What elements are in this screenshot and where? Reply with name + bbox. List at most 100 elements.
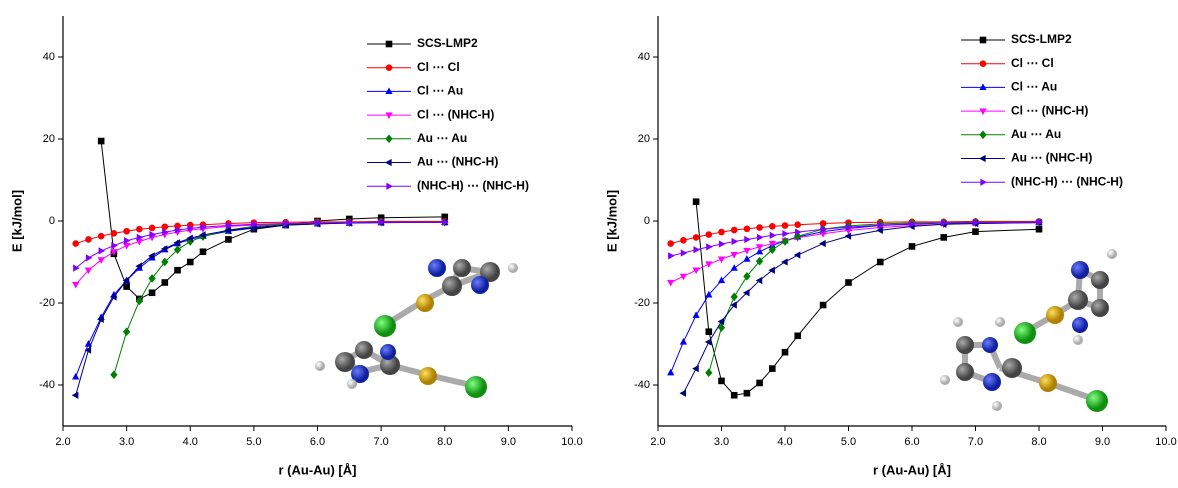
data-point: [782, 230, 789, 237]
data-point: [679, 390, 686, 397]
data-point: [731, 293, 738, 302]
legend-marker: [979, 108, 986, 115]
data-point: [940, 234, 947, 241]
data-point: [72, 392, 79, 399]
legend-label: Au ⋯ Au: [1011, 127, 1061, 141]
y-tick-label: 20: [638, 133, 650, 145]
data-point: [782, 349, 789, 356]
legend-label: Cl ⋯ (NHC-H): [417, 107, 494, 121]
data-point: [692, 365, 699, 372]
data-point: [86, 254, 93, 261]
y-tick-label: -40: [39, 379, 55, 391]
data-point: [794, 221, 801, 228]
legend-marker: [979, 155, 986, 162]
data-point: [1036, 226, 1043, 233]
molecule-right: [940, 249, 1117, 412]
legend-label: SCS-LMP2: [417, 36, 478, 50]
data-point: [909, 243, 916, 250]
data-point: [667, 240, 674, 247]
legend-marker: [385, 87, 392, 94]
data-point: [681, 249, 688, 256]
y-tick-label: 0: [644, 215, 650, 227]
y-tick-label: -40: [634, 379, 650, 391]
data-point: [123, 327, 130, 336]
data-point: [718, 229, 725, 236]
y-tick-label: 0: [49, 215, 55, 227]
legend-label: Cl ⋯ (NHC-H): [1011, 103, 1088, 117]
data-point: [718, 318, 725, 325]
data-point: [693, 246, 700, 253]
legend-marker: [386, 183, 393, 190]
y-axis-label: E [kJ/mol]: [604, 190, 619, 252]
data-point: [85, 236, 92, 243]
legend-marker: [385, 135, 392, 144]
y-tick-label: 20: [43, 133, 55, 145]
x-tick-label: 8.0: [1031, 436, 1046, 448]
data-point: [794, 333, 801, 340]
legend-label: (NHC-H) ⋯ (NHC-H): [1011, 174, 1123, 188]
data-point: [731, 264, 738, 271]
data-point: [719, 240, 726, 247]
data-point: [706, 243, 713, 250]
data-point: [72, 240, 79, 247]
data-point: [692, 311, 699, 318]
y-tick-label: 40: [638, 51, 650, 63]
molecule-left: [315, 259, 518, 398]
legend-label: Cl ⋯ Cl: [1011, 56, 1054, 70]
x-tick-label: 4.0: [777, 436, 792, 448]
data-point: [162, 279, 169, 286]
data-point: [98, 257, 105, 264]
data-point: [782, 222, 789, 229]
legend-marker: [979, 131, 986, 140]
data-point: [732, 238, 739, 245]
x-tick-label: 8.0: [437, 436, 452, 448]
data-point: [819, 240, 826, 247]
data-point: [110, 370, 117, 379]
data-point: [744, 390, 751, 397]
x-tick-label: 7.0: [373, 436, 388, 448]
x-tick-label: 5.0: [246, 436, 261, 448]
data-point: [174, 267, 181, 274]
data-point: [730, 301, 737, 308]
legend-marker: [980, 60, 987, 67]
x-axis-label: r (Au-Au) [Å]: [279, 462, 357, 477]
data-point: [680, 338, 687, 345]
legend-label: Cl ⋯ Au: [1011, 80, 1057, 94]
legend-marker: [980, 179, 987, 186]
series-line: [671, 222, 1039, 256]
data-point: [877, 259, 884, 266]
data-point: [693, 198, 700, 205]
legend-marker: [980, 37, 987, 44]
legend-label: Au ⋯ Au: [417, 131, 467, 145]
data-point: [136, 226, 143, 233]
series-line: [671, 221, 1039, 243]
data-point: [845, 279, 852, 286]
data-point: [123, 228, 130, 235]
legend-label: Cl ⋯ Au: [417, 84, 463, 98]
data-point: [706, 328, 713, 335]
data-point: [200, 248, 207, 255]
data-point: [225, 236, 232, 243]
data-point: [743, 255, 750, 262]
x-tick-label: 3.0: [119, 436, 134, 448]
x-tick-label: 2.0: [55, 436, 70, 448]
x-tick-label: 9.0: [1095, 436, 1110, 448]
legend-marker: [386, 41, 393, 48]
data-point: [972, 228, 979, 235]
x-tick-label: 6.0: [904, 436, 919, 448]
y-axis-label: E [kJ/mol]: [9, 190, 24, 252]
legend-marker: [385, 159, 392, 166]
data-point: [680, 237, 687, 244]
data-point: [756, 224, 763, 231]
data-point: [72, 282, 79, 289]
data-point: [756, 380, 763, 387]
legend-label: (NHC-H) ⋯ (NHC-H): [417, 178, 529, 192]
y-tick-label: -20: [634, 297, 650, 309]
y-tick-label: 40: [43, 51, 55, 63]
x-axis-label: r (Au-Au) [Å]: [873, 462, 951, 477]
x-tick-label: 10.0: [1155, 436, 1176, 448]
x-tick-label: 3.0: [714, 436, 729, 448]
chart-panel: -40-20020402.03.04.05.06.07.08.09.010.0r…: [9, 16, 582, 477]
data-point: [705, 368, 712, 377]
